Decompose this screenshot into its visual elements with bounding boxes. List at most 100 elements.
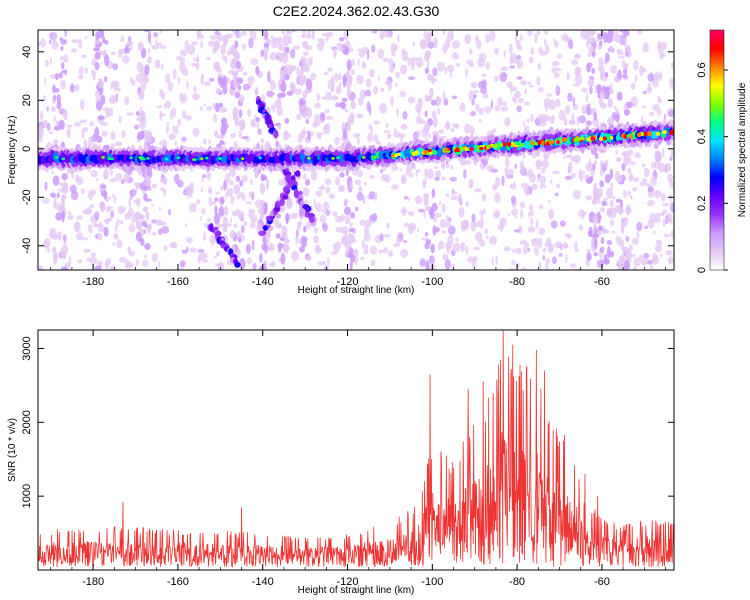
spectrogram-speckle [363, 231, 371, 242]
spectrogram-speckle [187, 194, 190, 199]
spectrogram-speckle [325, 186, 331, 194]
spectrogram-speckle [38, 265, 42, 270]
spectrogram-speckle [481, 79, 487, 89]
spectrogram-speckle [511, 208, 518, 217]
spectrogram-speckle [550, 179, 553, 184]
spectrogram-speckle [468, 90, 474, 102]
spectrogram-speckle [324, 178, 332, 186]
spectrogram-streak [584, 33, 590, 41]
spectrogram-speckle [623, 43, 627, 48]
spectrogram-speckle [392, 243, 401, 248]
spectrogram-streak [255, 65, 260, 76]
spectrogram-speckle [500, 105, 509, 112]
colorbar: 0 0.2 0.4 0.6 Normalized spectral amplitude [696, 29, 748, 273]
ridge-peak [499, 143, 503, 148]
spectrogram-speckle [442, 30, 446, 36]
spectrogram-speckle [76, 215, 84, 220]
spectrogram-speckle [332, 210, 338, 217]
spectrogram-speckle [365, 78, 372, 88]
spectrogram-streak [281, 225, 288, 237]
spectrogram-speckle [405, 163, 413, 173]
ridge-peak [589, 136, 596, 141]
spectrogram-speckle [62, 234, 67, 242]
spectrogram-speckle [113, 195, 117, 204]
spectrogram-speckle [250, 58, 259, 66]
spectrogram-streak [104, 40, 109, 45]
spectrogram-speckle [403, 222, 410, 228]
spectrogram-speckle [151, 44, 160, 50]
spectrogram-speckle [371, 44, 376, 53]
spectrogram-speckle [356, 136, 360, 145]
spectrogram-streak [592, 215, 599, 226]
ridge-peak [307, 156, 311, 160]
spectrogram-streak [264, 30, 269, 40]
spectrogram-speckle [51, 40, 59, 50]
ridge-peak [200, 157, 204, 161]
spectrogram-speckle [46, 122, 51, 132]
spectrogram-speckle [659, 253, 663, 257]
spectrogram-speckle [111, 193, 115, 198]
spectrogram-streak [350, 212, 356, 219]
spectrogram-speckle [670, 142, 674, 146]
spectrogram-speckle [465, 68, 468, 78]
spectrogram-speckle [359, 256, 365, 261]
spectrogram-speckle [396, 108, 400, 117]
ridge-peak [193, 158, 197, 162]
spectrogram-speckle [89, 120, 95, 127]
spectrogram-speckle [330, 95, 339, 101]
spectrogram-speckle [176, 179, 184, 188]
spectrogram-speckle [556, 53, 563, 59]
spectrogram-speckle [151, 183, 158, 189]
spectrogram-speckle [110, 210, 115, 218]
spectrogram-streak [427, 73, 433, 81]
spectrogram-speckle [350, 69, 355, 75]
spectrogram-speckle [548, 208, 555, 220]
spectrogram-streak [621, 151, 628, 157]
spectrogram-ytick-label: -40 [21, 238, 33, 254]
spectrogram-speckle [101, 130, 108, 137]
spectrogram-streak [144, 64, 150, 76]
spectrogram-speckle [500, 66, 509, 72]
spectrogram-streak [50, 192, 57, 198]
spectrogram-speckle [313, 198, 316, 208]
spectrogram-speckle [535, 160, 544, 167]
spectrogram-speckle [513, 59, 520, 64]
spectrogram-streak [141, 220, 148, 227]
spectrogram-speckle [460, 242, 464, 253]
spectrogram-speckle [556, 183, 561, 189]
spectrogram-xtick-label: -80 [509, 276, 525, 288]
spectrogram-speckle [238, 192, 245, 198]
spectrogram-speckle [490, 168, 499, 173]
spectrogram-speckle [566, 72, 570, 81]
spectrogram-speckle [660, 192, 666, 202]
spectrogram-speckle [165, 73, 171, 84]
spectrogram-speckle [120, 178, 125, 185]
spectrogram-streak [424, 205, 431, 212]
spectrogram-speckle [473, 221, 480, 228]
spectrogram-speckle [324, 108, 330, 114]
spectrogram-speckle [663, 233, 671, 238]
spectrogram-speckle [667, 173, 674, 182]
spectrogram-speckle [570, 172, 576, 179]
spectrogram-streak [597, 91, 601, 99]
spectrogram-speckle [508, 267, 516, 270]
spectrogram-streak [238, 258, 246, 270]
spectrogram-speckle [49, 56, 52, 65]
colorbar-tick-label: 0 [696, 267, 708, 273]
spectrogram-streak [301, 33, 306, 39]
spectrogram-speckle [222, 108, 228, 113]
spectrogram-speckle [546, 93, 553, 98]
spectrogram-streak [103, 168, 109, 180]
spectrogram-speckle [38, 125, 44, 133]
spectrogram-speckle [358, 51, 366, 58]
spectrogram-speckle [408, 172, 414, 178]
spectrogram-speckle [574, 158, 579, 164]
spectrogram-xtick-label: -60 [594, 276, 610, 288]
spectrogram-speckle [599, 160, 604, 168]
spectrogram-feature [263, 225, 268, 231]
spectrogram-speckle [455, 63, 461, 67]
spectrogram-streak [591, 198, 598, 205]
spectrogram-streak [263, 202, 268, 213]
spectrogram-speckle [142, 259, 149, 268]
snr-ticks: -180 -160 -140 -120 -100 -80 -60 1000 2000 3000 [21, 330, 674, 588]
